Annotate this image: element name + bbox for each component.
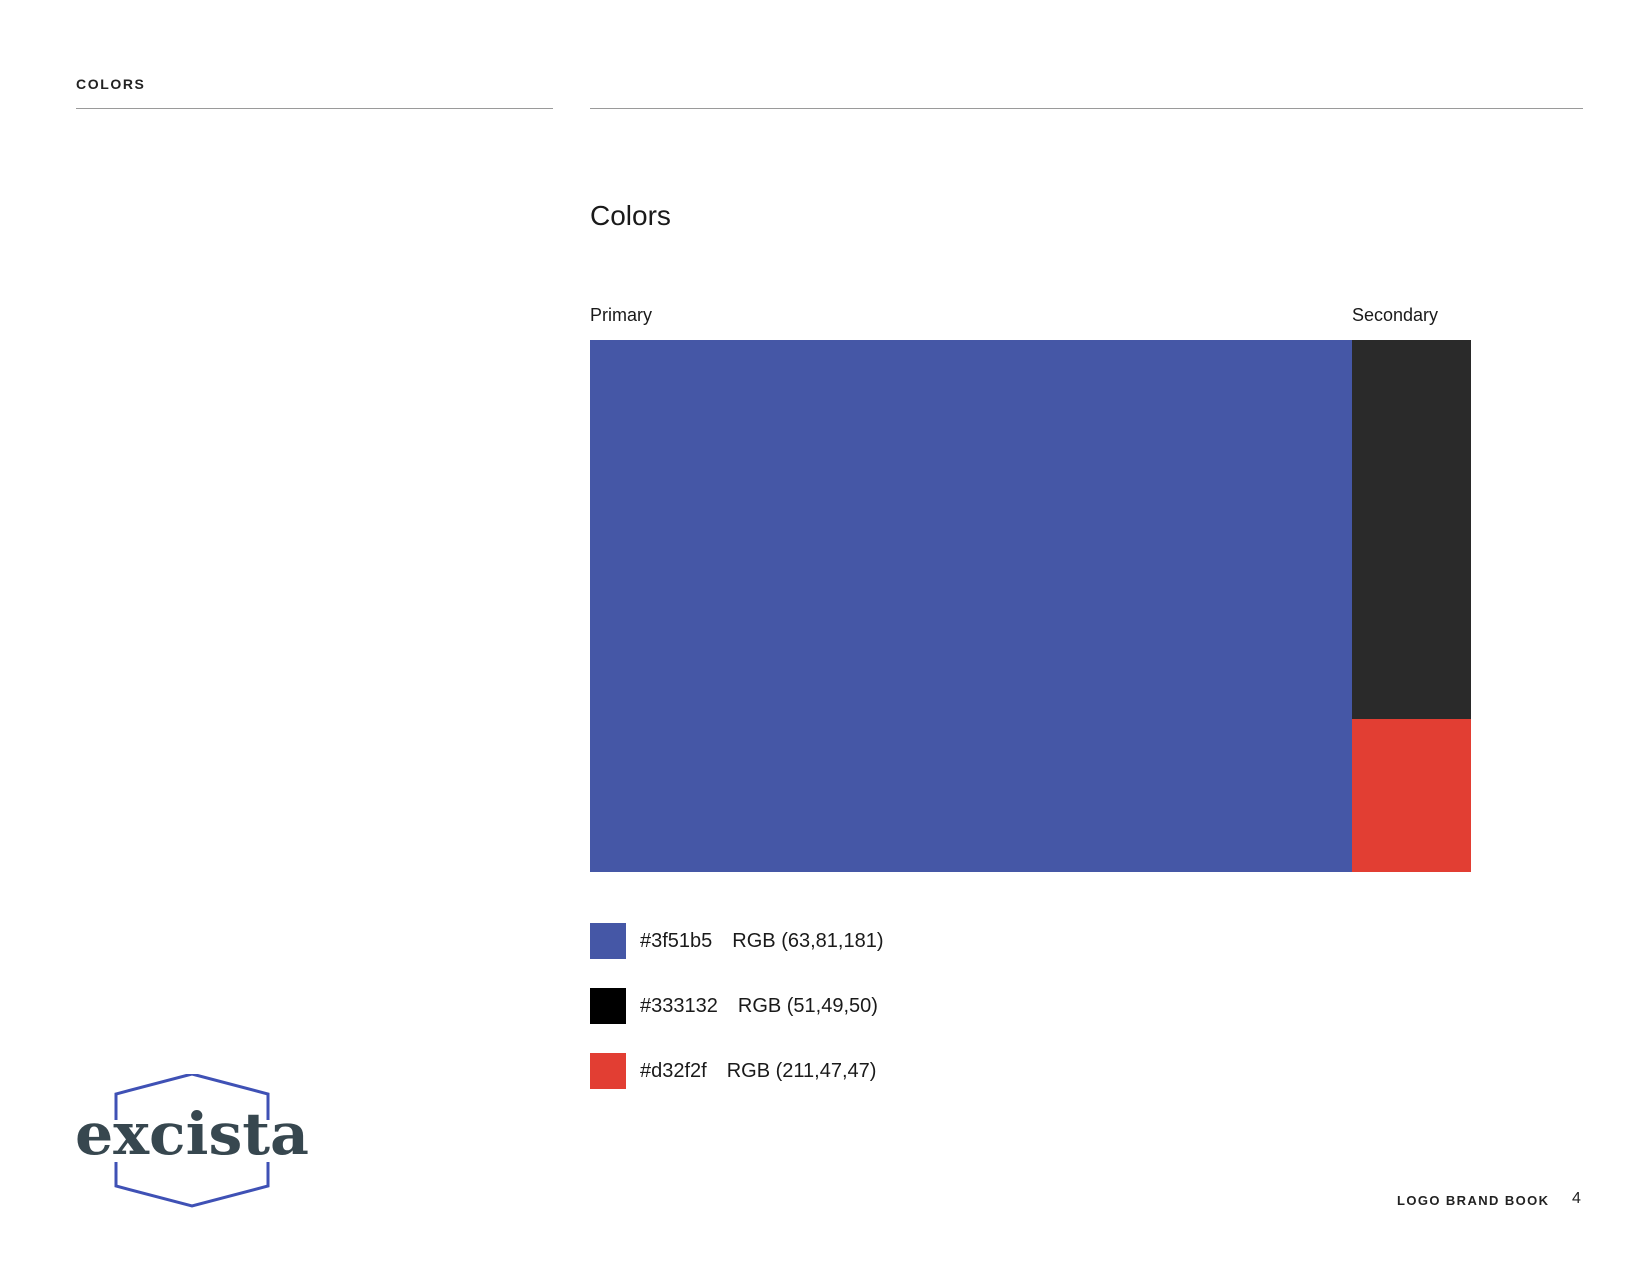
primary-label: Primary — [590, 305, 652, 325]
swatch-chip-red — [590, 1053, 626, 1089]
swatch-hex: #333132 — [640, 994, 718, 1017]
logo-wordmark: excista — [75, 1100, 309, 1168]
page-title: Colors — [590, 200, 671, 231]
swatch-rgb: RGB (51,49,50) — [737, 994, 878, 1017]
swatch-row-red: #d32f2f RGB (211,47,47) — [590, 1053, 876, 1089]
swatch-rgb: RGB (211,47,47) — [726, 1059, 877, 1082]
swatch-chip-blue — [590, 923, 626, 959]
secondary-dark-color-block — [1352, 340, 1471, 719]
swatch-hex: #d32f2f — [640, 1059, 707, 1082]
swatch-chip-dark — [590, 988, 626, 1024]
swatch-hex: #3f51b5 — [640, 929, 713, 952]
secondary-label: Secondary — [1352, 305, 1439, 325]
header-rule-left — [76, 108, 553, 109]
swatch-row-dark: #333132 RGB (51,49,50) — [590, 988, 878, 1024]
swatch-row-blue: #3f51b5 RGB (63,81,181) — [590, 923, 884, 959]
excista-logo: excista — [75, 1074, 309, 1208]
footer-label: LOGO BRAND BOOK — [1397, 1193, 1550, 1208]
page-number: 4 — [1572, 1190, 1581, 1207]
swatch-rgb: RGB (63,81,181) — [732, 929, 884, 952]
primary-color-block — [590, 340, 1352, 872]
logo-hexagon-top — [114, 1074, 270, 1120]
secondary-red-color-block — [1352, 719, 1471, 872]
header-rule-right — [590, 108, 1583, 109]
logo-hexagon-bottom — [114, 1162, 270, 1208]
section-label: COLORS — [76, 76, 146, 92]
